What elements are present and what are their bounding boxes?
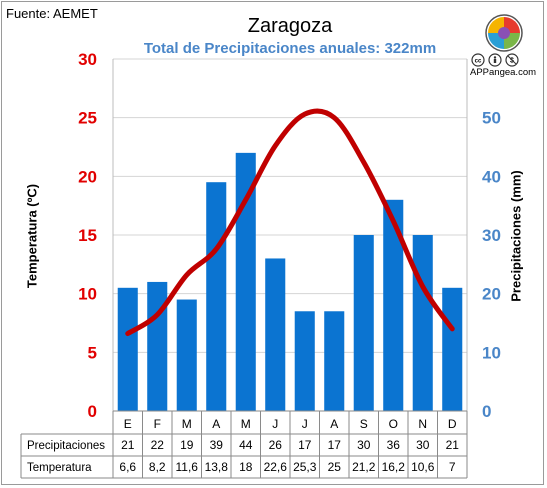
appangea-logo-icon <box>485 14 523 52</box>
precip-bar <box>383 199 404 411</box>
table-precip-value: 21 <box>121 438 135 452</box>
x-tick-label: M <box>182 417 192 431</box>
precip-bar <box>117 287 138 411</box>
table-precip-value: 21 <box>446 438 460 452</box>
x-tick-label: J <box>302 417 308 431</box>
y-left-tick-label: 25 <box>78 109 97 128</box>
x-tick-label: F <box>154 417 161 431</box>
y-right-tick-label: 20 <box>482 285 501 304</box>
precip-bar <box>235 152 256 411</box>
y-right-tick-label: 10 <box>482 343 501 362</box>
table-precip-value: 44 <box>239 438 253 452</box>
y-left-tick-label: 10 <box>78 285 97 304</box>
license-icons: cc $ <box>471 53 519 67</box>
table-precip-value: 30 <box>416 438 430 452</box>
x-tick-label: J <box>272 417 278 431</box>
y-left-tick-label: 5 <box>88 343 97 362</box>
table-temp-value: 16,2 <box>382 460 406 474</box>
x-tick-label: N <box>418 417 427 431</box>
y-right-tick-label: 0 <box>482 402 491 421</box>
table-temp-value: 13,8 <box>205 460 229 474</box>
y-left-tick-label: 20 <box>78 167 97 186</box>
table-precip-value: 26 <box>269 438 283 452</box>
x-tick-label: O <box>389 417 398 431</box>
table-temp-value: 18 <box>239 460 253 474</box>
table-precip-value: 36 <box>387 438 401 452</box>
x-tick-label: D <box>448 417 457 431</box>
x-tick-label: M <box>241 417 251 431</box>
cc-icon: cc <box>471 53 485 67</box>
precip-bar <box>442 287 463 411</box>
brand-label: APPangea.com <box>470 67 537 78</box>
svg-text:cc: cc <box>475 59 482 65</box>
table-row-header: Temperatura <box>27 462 92 474</box>
table-temp-value: 25 <box>328 460 342 474</box>
table-temp-value: 25,3 <box>293 460 317 474</box>
chart-subtitle: Total de Precipitaciones anuales: 322mm <box>143 40 437 57</box>
x-tick-label: E <box>124 417 132 431</box>
table-temp-value: 22,6 <box>264 460 288 474</box>
precip-bar <box>353 235 374 411</box>
y-right-tick-label: 40 <box>482 167 501 186</box>
by-icon <box>488 53 502 67</box>
table-temp-value: 11,6 <box>176 460 199 474</box>
table-temp-value: 6,6 <box>119 460 136 474</box>
precip-bar <box>412 235 433 411</box>
chart-title: Zaragoza <box>247 15 333 37</box>
x-tick-label: A <box>330 417 338 431</box>
y-left-tick-label: 30 <box>78 50 97 69</box>
source-label: Fuente: AEMET <box>6 6 98 21</box>
table-temp-value: 8,2 <box>149 460 166 474</box>
precip-bar <box>206 182 227 411</box>
svg-text:$: $ <box>510 58 514 65</box>
table-precip-value: 22 <box>151 438 165 452</box>
nc-icon: $ <box>505 53 519 67</box>
table-row-header: Precipitaciones <box>27 440 105 452</box>
table-temp-value: 7 <box>449 460 456 474</box>
x-tick-label: S <box>360 417 368 431</box>
table-precip-value: 39 <box>210 438 224 452</box>
precip-bar <box>324 311 345 411</box>
precip-bar <box>147 281 168 411</box>
precip-bar <box>176 299 197 411</box>
table-temp-value: 21,2 <box>352 460 376 474</box>
y-right-tick-label: 30 <box>482 226 501 245</box>
temperature-line <box>125 108 455 337</box>
y-right-tick-label: 50 <box>482 109 501 128</box>
precip-bar <box>265 258 286 411</box>
table-precip-value: 19 <box>180 438 194 452</box>
precip-bar <box>294 311 315 411</box>
table-temp-value: 10,6 <box>411 460 435 474</box>
table-precip-value: 17 <box>328 438 342 452</box>
table-precip-value: 30 <box>357 438 371 452</box>
y-left-tick-label: 0 <box>88 402 97 421</box>
table-precip-value: 17 <box>298 438 312 452</box>
x-tick-label: A <box>212 417 220 431</box>
y-left-tick-label: 15 <box>78 226 97 245</box>
